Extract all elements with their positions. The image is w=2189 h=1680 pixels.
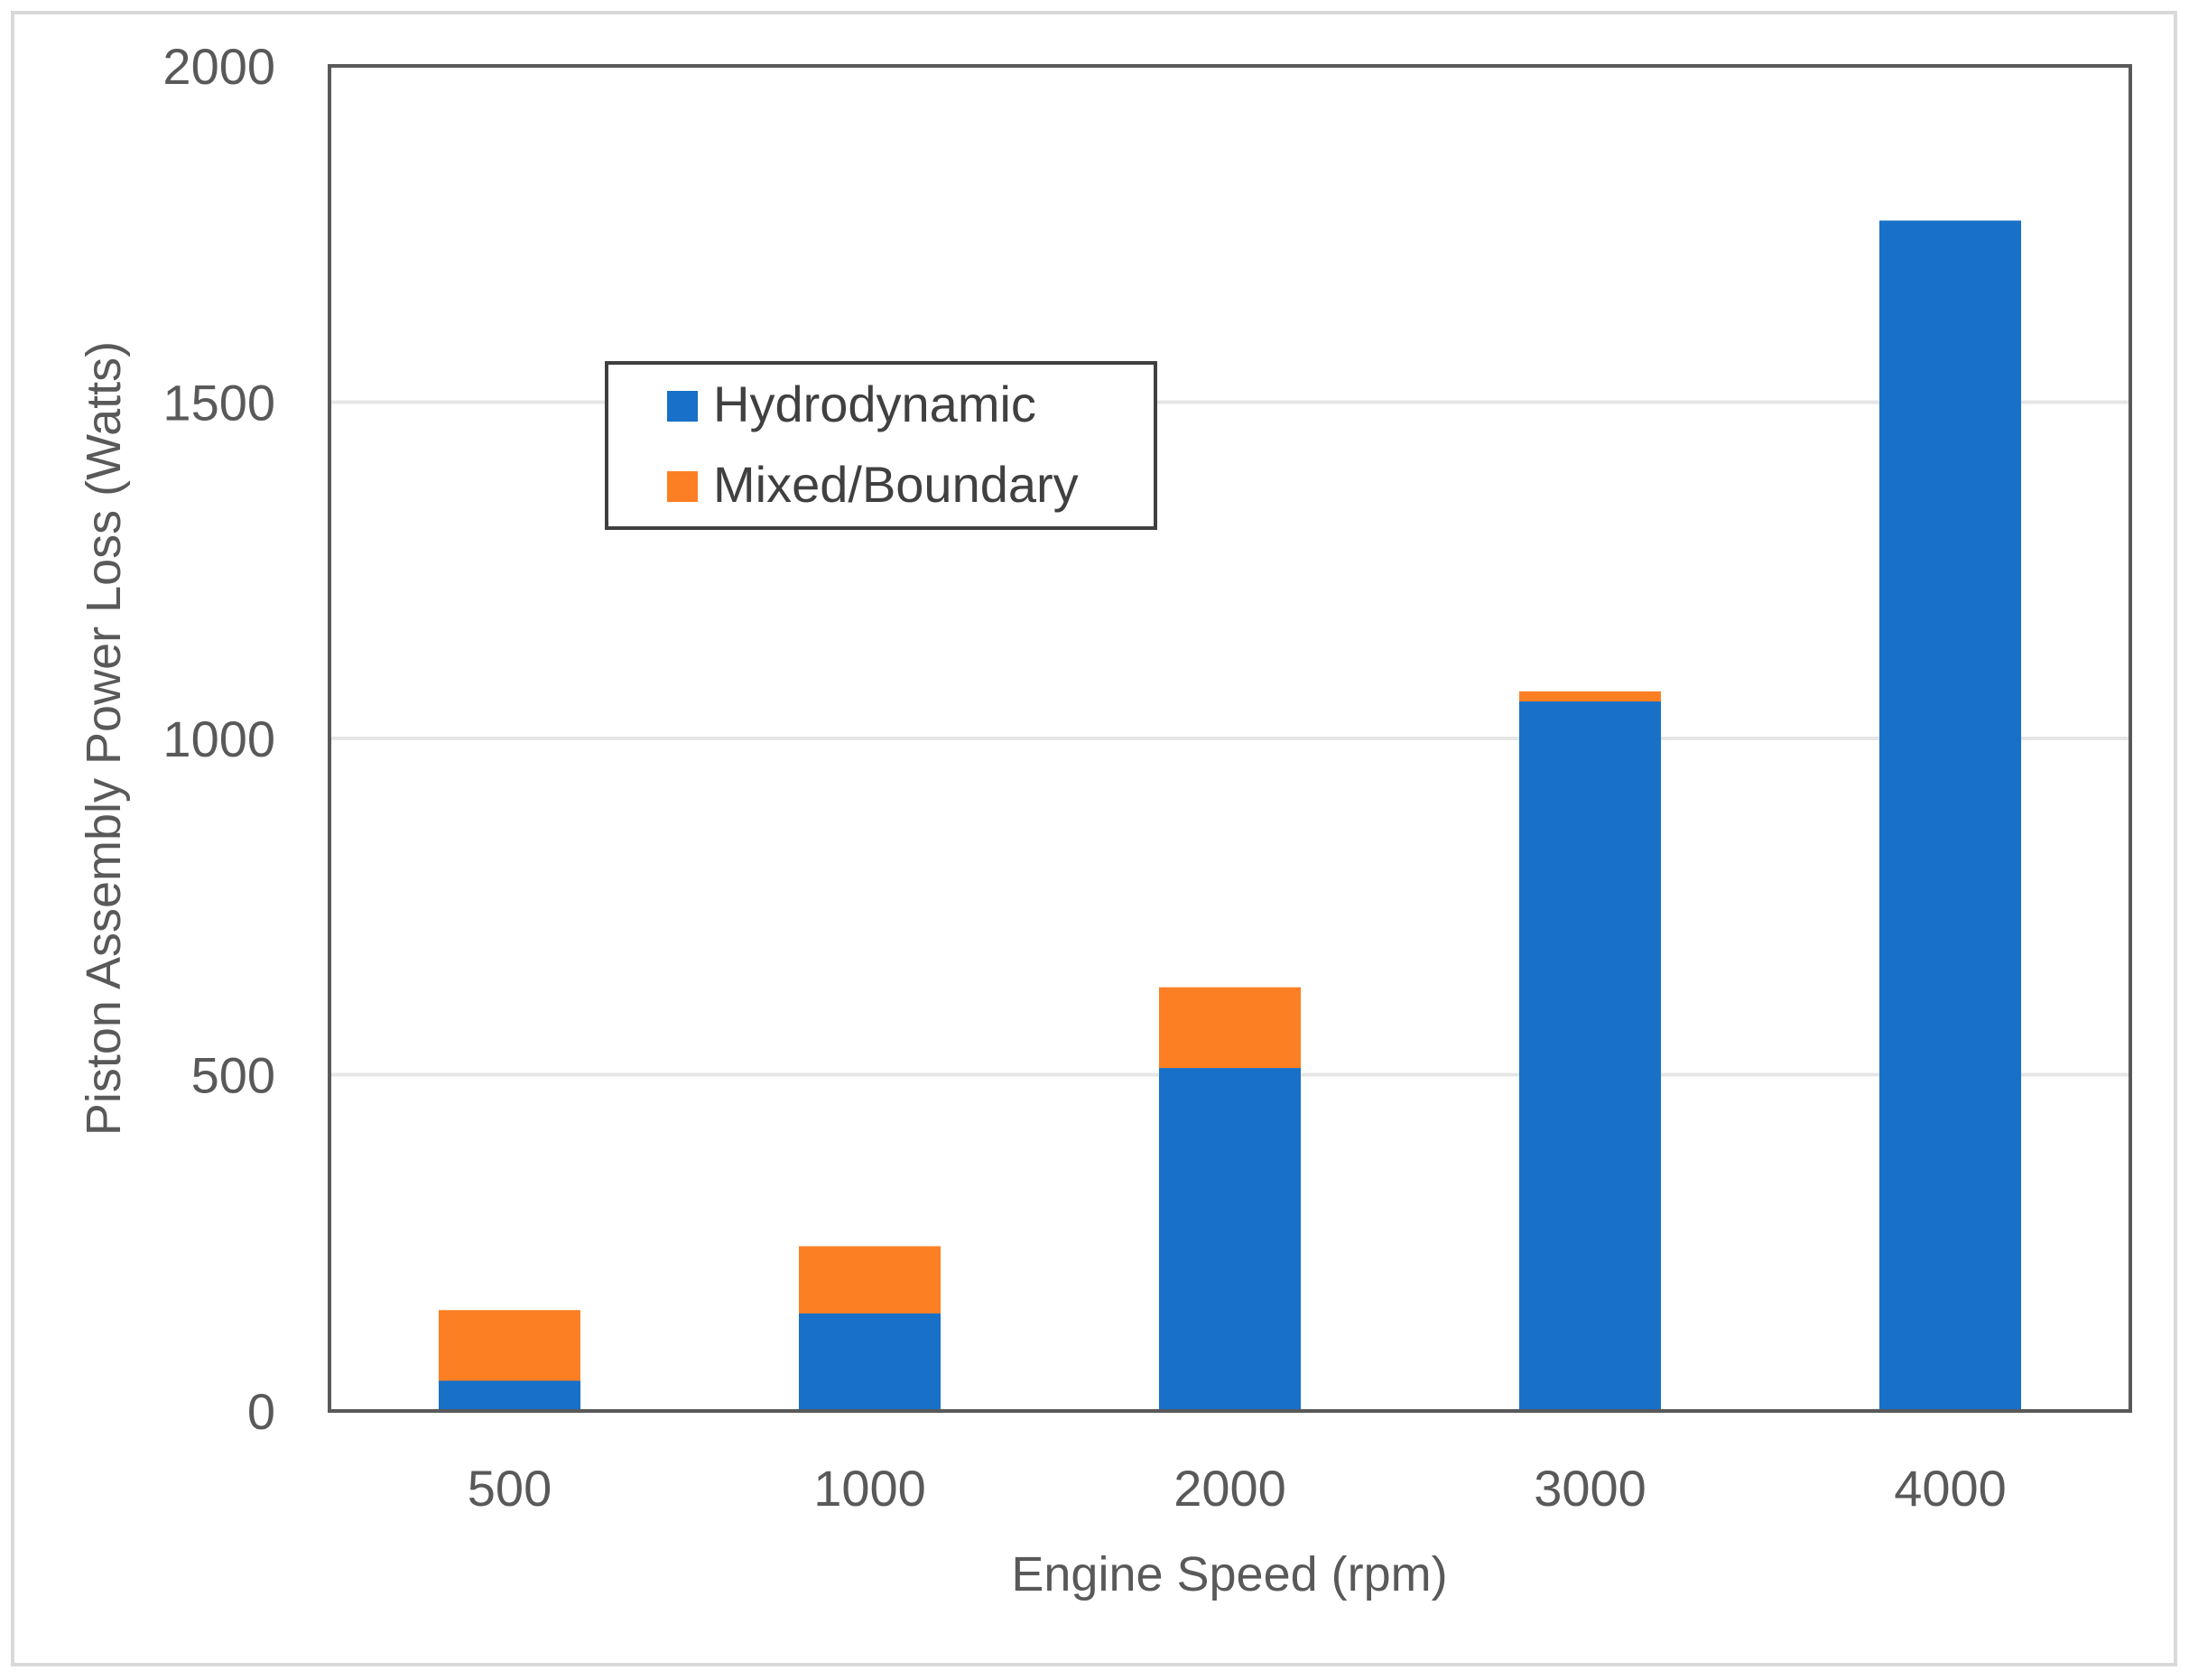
legend-label-hydrodynamic: Hydrodynamic [713, 376, 1036, 432]
legend-label-mixed-boundary: Mixed/Boundary [713, 456, 1079, 513]
y-tick-label: 1500 [162, 375, 275, 432]
x-axis-title: Engine Speed (rpm) [1011, 1547, 1447, 1601]
x-tick-label: 1000 [813, 1460, 926, 1517]
legend-swatch-mixed-boundary [667, 471, 698, 502]
bar-mixed-boundary-2000 [1159, 987, 1301, 1069]
bar-hydrodynamic-4000 [1879, 220, 2021, 1412]
bar-mixed-boundary-3000 [1519, 691, 1661, 702]
x-axis-ticks: 500 1000 2000 3000 4000 [468, 1460, 2007, 1517]
outer-border [11, 11, 2177, 1666]
y-axis-title: Piston Assembly Power Loss (Watts) [77, 341, 131, 1136]
bar-hydrodynamic-1000 [799, 1313, 941, 1411]
y-tick-label: 1000 [162, 710, 275, 767]
legend-swatch-hydrodynamic [667, 391, 698, 422]
legend-box [605, 361, 1157, 530]
x-tick-label: 4000 [1894, 1460, 2007, 1517]
y-tick-label: 500 [191, 1047, 275, 1104]
bar-mixed-boundary-500 [439, 1310, 580, 1381]
y-tick-label: 2000 [162, 38, 275, 95]
bars [439, 220, 2021, 1412]
bar-hydrodynamic-500 [439, 1380, 580, 1411]
x-tick-label: 3000 [1534, 1460, 1646, 1517]
x-tick-label: 2000 [1173, 1460, 1286, 1517]
y-tick-label: 0 [247, 1383, 275, 1440]
legend: Hydrodynamic Mixed/Boundary [605, 361, 1157, 530]
bar-mixed-boundary-1000 [799, 1246, 941, 1313]
plot-frame [328, 64, 2132, 1413]
x-tick-label: 500 [468, 1460, 552, 1517]
y-axis-ticks: 0 500 1000 1500 2000 [162, 38, 275, 1440]
bar-hydrodynamic-3000 [1519, 701, 1661, 1411]
bar-hydrodynamic-2000 [1159, 1068, 1301, 1411]
